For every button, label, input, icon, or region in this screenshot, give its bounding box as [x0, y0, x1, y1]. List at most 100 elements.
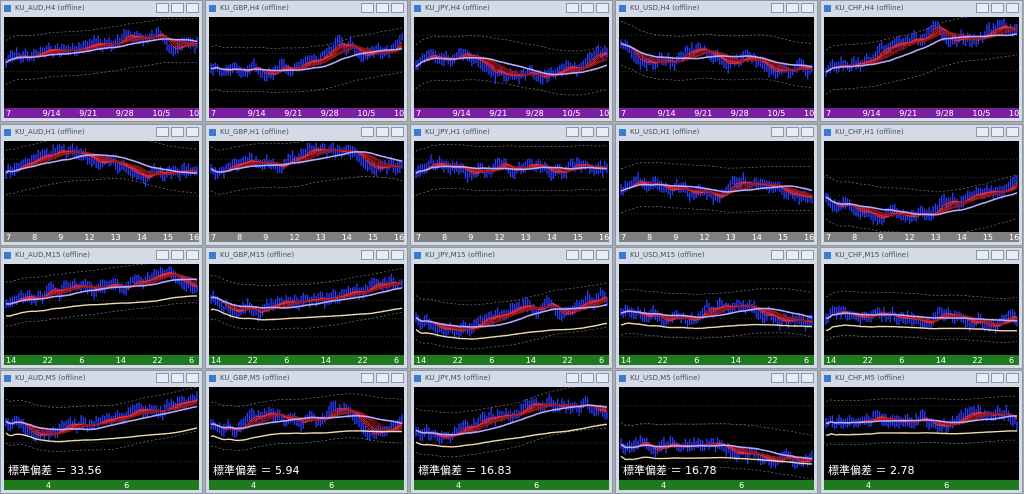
time-label: 6 [79, 356, 84, 365]
close-button[interactable] [391, 127, 404, 137]
time-label: 14 [211, 356, 221, 365]
close-button[interactable] [801, 3, 814, 13]
maximize-button[interactable] [376, 250, 389, 260]
close-button[interactable] [186, 250, 199, 260]
minimize-button[interactable] [976, 373, 989, 383]
title-bar: KU_CHF,H1 (offline) [821, 125, 1022, 140]
maximize-button[interactable] [991, 127, 1004, 137]
close-button[interactable] [1006, 127, 1019, 137]
title-bar: KU_GBP,M15 (offline) [206, 248, 407, 263]
maximize-button[interactable] [786, 3, 799, 13]
time-label: 7 [416, 233, 421, 242]
band-line [210, 175, 403, 195]
slow-ma [620, 307, 813, 319]
close-button[interactable] [186, 127, 199, 137]
minimize-button[interactable] [566, 250, 579, 260]
title-bar: KU_JPY,M5 (offline) [411, 371, 612, 386]
time-label: 14 [826, 356, 836, 365]
close-button[interactable] [801, 127, 814, 137]
minimize-button[interactable] [771, 250, 784, 260]
minimize-button[interactable] [771, 373, 784, 383]
title-bar: KU_USD,H4 (offline) [616, 1, 817, 16]
minimize-button[interactable] [771, 3, 784, 13]
minimize-button[interactable] [156, 250, 169, 260]
minimize-button[interactable] [566, 127, 579, 137]
maximize-button[interactable] [991, 3, 1004, 13]
close-button[interactable] [186, 373, 199, 383]
close-button[interactable] [186, 3, 199, 13]
minimize-button[interactable] [976, 250, 989, 260]
close-button[interactable] [596, 127, 609, 137]
minimize-button[interactable] [156, 3, 169, 13]
maximize-button[interactable] [171, 3, 184, 13]
chart-window: KU_USD,H4 (offline) 7 9/14 9/21 9/28 10/5 10/1… [615, 0, 818, 122]
ma-line [210, 148, 403, 173]
time-label: 12 [289, 233, 299, 242]
time-label: 14 [116, 356, 126, 365]
close-button[interactable] [801, 373, 814, 383]
ma-line [5, 398, 198, 437]
minimize-button[interactable] [361, 127, 374, 137]
long-ma [210, 430, 403, 442]
time-label: 7 [416, 109, 421, 118]
chart-canvas: 7 8 9 12 13 14 15 16 [414, 143, 609, 242]
band-line [5, 387, 198, 408]
time-label: 7 [211, 233, 216, 242]
maximize-button[interactable] [171, 250, 184, 260]
slow-ma [620, 42, 813, 68]
maximize-button[interactable] [376, 127, 389, 137]
maximize-button[interactable] [991, 373, 1004, 383]
maximize-button[interactable] [376, 373, 389, 383]
band-line [825, 55, 1018, 95]
maximize-button[interactable] [786, 127, 799, 137]
maximize-button[interactable] [581, 127, 594, 137]
window-title: KU_USD,M5 (offline) [630, 374, 701, 382]
time-label: 15 [163, 233, 173, 242]
time-label: 14 [321, 356, 331, 365]
chart-window: KU_CHF,M5 (offline)468標準偏差 ＝ 2.78 [820, 370, 1023, 494]
time-label: 22 [562, 356, 572, 365]
window-title: KU_CHF,H1 (offline) [835, 128, 904, 136]
time-label: 14 [731, 356, 741, 365]
minimize-button[interactable] [566, 373, 579, 383]
maximize-button[interactable] [581, 3, 594, 13]
chart-canvas: 468 [619, 405, 814, 490]
minimize-button[interactable] [361, 3, 374, 13]
close-button[interactable] [391, 373, 404, 383]
close-button[interactable] [1006, 373, 1019, 383]
maximize-button[interactable] [171, 373, 184, 383]
minimize-button[interactable] [156, 373, 169, 383]
time-label: 6 [944, 481, 949, 490]
chart-canvas: 7 9/14 9/21 9/28 10/5 10/12 [824, 17, 1019, 118]
time-label: 13 [931, 233, 941, 242]
time-label: 9/21 [284, 109, 302, 118]
close-button[interactable] [1006, 3, 1019, 13]
maximize-button[interactable] [581, 250, 594, 260]
maximize-button[interactable] [786, 250, 799, 260]
time-label: 9/28 [116, 109, 134, 118]
close-button[interactable] [596, 373, 609, 383]
minimize-button[interactable] [976, 127, 989, 137]
minimize-button[interactable] [361, 373, 374, 383]
close-button[interactable] [1006, 250, 1019, 260]
maximize-button[interactable] [991, 250, 1004, 260]
minimize-button[interactable] [976, 3, 989, 13]
time-axis-strip [414, 108, 609, 118]
minimize-button[interactable] [566, 3, 579, 13]
minimize-button[interactable] [771, 127, 784, 137]
close-button[interactable] [391, 250, 404, 260]
maximize-button[interactable] [376, 3, 389, 13]
long-ma [415, 322, 608, 340]
maximize-button[interactable] [581, 373, 594, 383]
time-axis-strip [619, 108, 814, 118]
close-button[interactable] [596, 3, 609, 13]
close-button[interactable] [596, 250, 609, 260]
minimize-button[interactable] [156, 127, 169, 137]
close-button[interactable] [391, 3, 404, 13]
close-button[interactable] [801, 250, 814, 260]
maximize-button[interactable] [786, 373, 799, 383]
chart-area: 7 8 9 12 13 14 15 16 [4, 141, 199, 242]
minimize-button[interactable] [361, 250, 374, 260]
time-label: 14 [342, 233, 352, 242]
maximize-button[interactable] [171, 127, 184, 137]
